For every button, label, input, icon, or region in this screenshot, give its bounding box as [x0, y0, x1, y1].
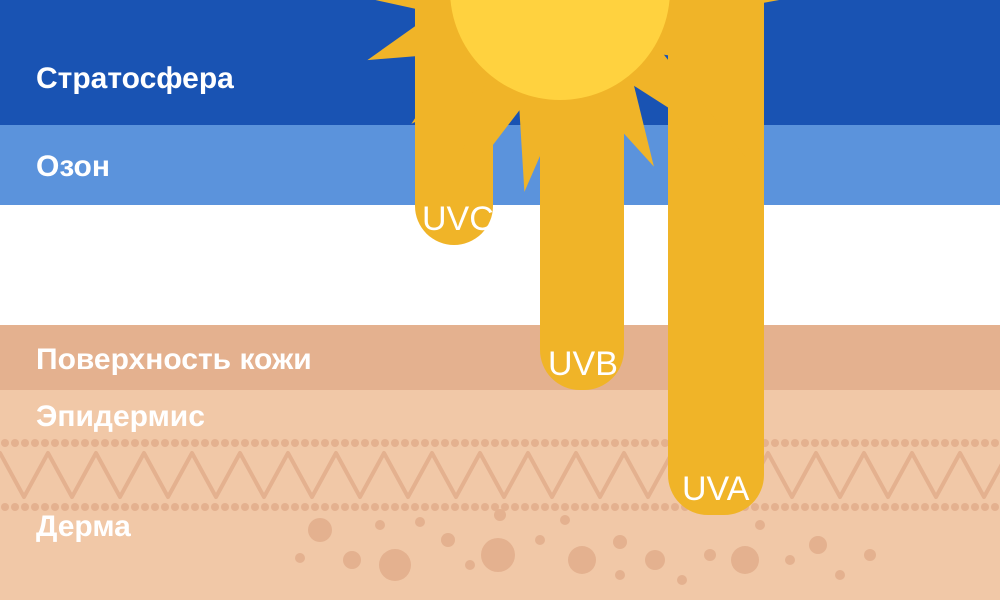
label-epidermis: Эпидермис [36, 400, 205, 434]
label-stratosphere: Стратосфера [36, 62, 234, 96]
label-ozone: Озон [36, 150, 110, 184]
ray-label-uvb: UVB [548, 345, 618, 384]
ray-label-uva: UVA [682, 470, 749, 509]
label-skin-surface: Поверхность кожи [36, 343, 312, 377]
label-dermis: Дерма [36, 510, 131, 544]
diagram-root: Стратосфера Озон Поверхность кожи Эпидермис… [0, 0, 1000, 600]
ray-label-uvc: UVC [422, 200, 494, 239]
